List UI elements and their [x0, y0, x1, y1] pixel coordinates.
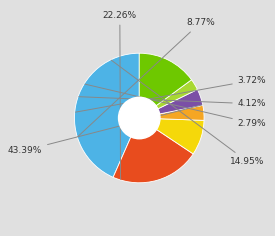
Text: 43.39%: 43.39% [8, 105, 202, 155]
Text: 2.79%: 2.79% [85, 84, 266, 128]
Wedge shape [139, 80, 197, 118]
Wedge shape [75, 53, 139, 177]
Wedge shape [139, 105, 204, 120]
Wedge shape [139, 53, 192, 118]
Text: 22.26%: 22.26% [103, 11, 137, 179]
Text: 14.95%: 14.95% [111, 60, 264, 166]
Wedge shape [139, 118, 204, 154]
Text: 4.12%: 4.12% [79, 97, 266, 108]
Text: 8.77%: 8.77% [78, 18, 215, 137]
Wedge shape [113, 118, 193, 183]
Wedge shape [139, 89, 203, 118]
Text: 3.72%: 3.72% [75, 76, 266, 112]
Circle shape [119, 97, 160, 139]
